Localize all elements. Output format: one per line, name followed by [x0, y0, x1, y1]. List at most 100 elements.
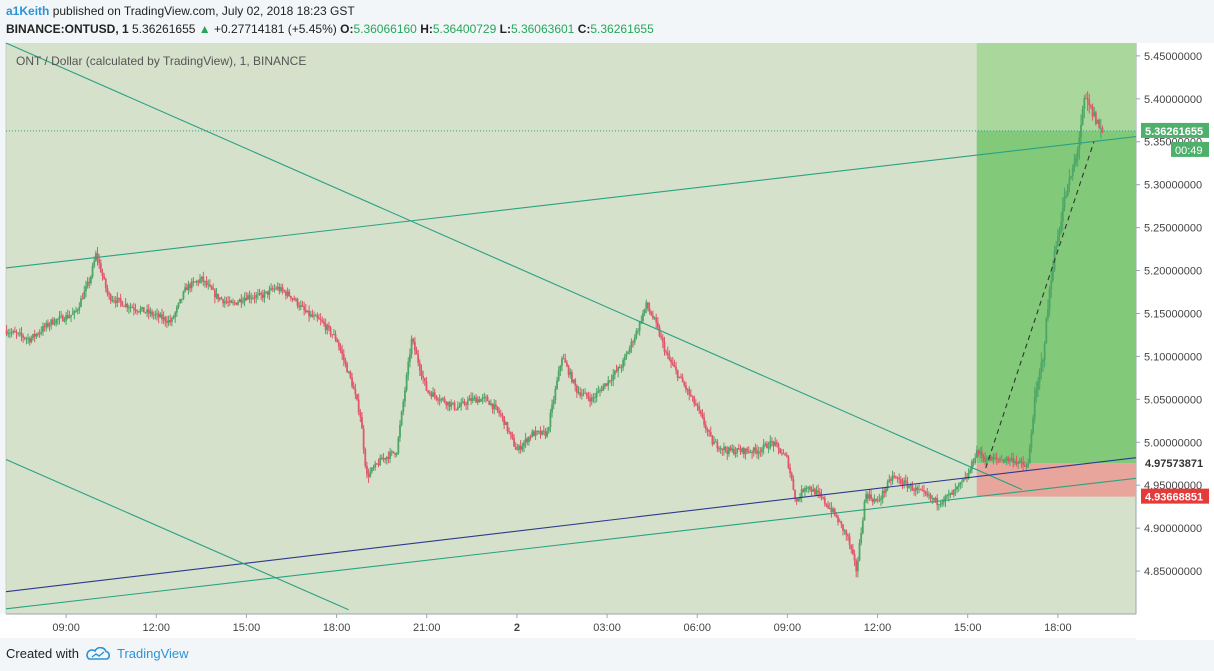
candle-body: [1060, 221, 1063, 231]
candle-body: [450, 403, 453, 407]
candle-body: [13, 331, 16, 333]
candle-body: [342, 354, 345, 361]
candle-body: [488, 401, 491, 405]
candle-body: [162, 317, 165, 320]
candle-body: [68, 316, 71, 318]
candle-body: [886, 481, 889, 489]
candle-body: [354, 389, 357, 395]
candle-body: [22, 335, 25, 338]
tradingview-brand-link[interactable]: TradingView: [116, 646, 189, 661]
candle-body: [1099, 127, 1102, 129]
candle-body: [650, 311, 653, 316]
candle-body: [918, 489, 920, 491]
candle-body: [630, 341, 633, 348]
candle-body: [394, 452, 396, 455]
candle-body: [235, 302, 238, 305]
candle-body: [537, 431, 540, 432]
candle-body: [78, 306, 81, 310]
candle-body: [126, 303, 129, 308]
candle-body: [690, 394, 692, 397]
candle-body: [202, 276, 205, 283]
candle-body: [392, 451, 395, 453]
candle-body: [767, 447, 770, 449]
candle-body: [43, 326, 46, 328]
candle-body: [597, 390, 600, 393]
footer: Created with TradingView: [6, 646, 189, 661]
candle-body: [499, 413, 502, 415]
candle-body: [898, 478, 901, 480]
candle-body: [643, 308, 646, 314]
candle-body: [1094, 112, 1097, 124]
candle-body: [503, 416, 506, 425]
candle-body: [810, 489, 813, 492]
candle-body: [326, 325, 329, 330]
candle-body: [344, 360, 347, 364]
candle-body: [347, 371, 350, 373]
candle-body: [200, 276, 203, 280]
candle-body: [585, 392, 588, 397]
candle-body: [387, 456, 390, 459]
candle-body: [1018, 460, 1021, 463]
candle-body: [1009, 459, 1011, 461]
candle-body: [509, 431, 512, 435]
candle-body: [1085, 98, 1087, 99]
candle-body: [490, 403, 492, 405]
x-tick-label: 15:00: [233, 622, 261, 634]
candle-body: [1022, 462, 1025, 466]
candle-body: [1048, 289, 1051, 310]
candle-body: [635, 331, 638, 338]
candle-body: [615, 370, 618, 372]
candle-body: [632, 341, 634, 343]
candle-body: [628, 347, 631, 353]
candle-body: [833, 508, 836, 515]
candle-body: [311, 314, 314, 317]
candle-body: [815, 490, 818, 495]
candle-body: [642, 313, 644, 322]
price-chart[interactable]: ONT / Dollar (calculated by TradingView)…: [0, 0, 1214, 640]
candle-body: [1070, 176, 1072, 178]
candle-body: [456, 407, 459, 410]
candle-body: [941, 502, 944, 505]
candle-body: [410, 338, 413, 355]
candle-body: [871, 498, 874, 502]
candle-body: [804, 488, 806, 492]
y-tick-label: 5.00000000: [1144, 437, 1202, 449]
candle-body: [975, 450, 978, 458]
candle-body: [352, 386, 355, 390]
candle-body: [506, 422, 509, 432]
candle-body: [658, 327, 661, 337]
candle-body: [481, 397, 484, 400]
candle-body: [478, 399, 481, 402]
candle-body: [1065, 195, 1068, 197]
candle-body: [926, 493, 929, 496]
candle-body: [592, 397, 595, 399]
candle-body: [691, 396, 694, 397]
candle-body: [86, 281, 89, 287]
candle-body: [957, 484, 960, 487]
candle-body: [99, 263, 102, 273]
candle-body: [498, 410, 501, 414]
candle-body: [516, 449, 519, 451]
candle-body: [1025, 466, 1028, 468]
candle-body: [404, 390, 406, 402]
candle-body: [128, 307, 130, 309]
candle-body: [299, 305, 302, 308]
x-tick-label: 06:00: [683, 622, 711, 634]
candle-body: [309, 314, 312, 317]
candle-body: [460, 402, 463, 407]
candle-body: [225, 301, 228, 303]
candle-body: [167, 320, 170, 324]
candle-body: [813, 488, 816, 495]
candle-body: [494, 404, 497, 407]
candle-body: [475, 397, 477, 403]
candle-body: [840, 521, 843, 525]
candle-body: [751, 451, 753, 453]
candle-body: [90, 276, 92, 283]
candle-body: [762, 444, 765, 449]
candle-body: [266, 291, 269, 295]
candle-body: [430, 393, 433, 397]
candle-body: [1055, 246, 1058, 252]
author-link[interactable]: a1Keith: [6, 4, 50, 18]
candle-body: [323, 321, 325, 324]
candle-body: [1038, 371, 1041, 382]
